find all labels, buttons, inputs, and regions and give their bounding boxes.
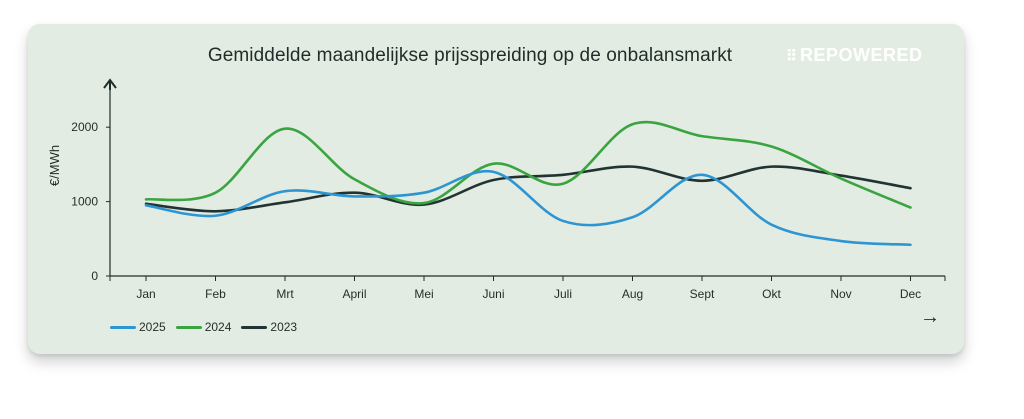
y-tick-label: 2000 [71, 120, 98, 134]
x-tick-label: Okt [762, 287, 781, 301]
y-axis-arrow-icon [103, 78, 117, 89]
legend-item-2023: 2023 [241, 320, 297, 334]
series-line-2023 [144, 165, 912, 213]
series-line-2024 [144, 120, 912, 209]
x-tick-label: Mei [414, 287, 433, 301]
x-tick-label: Dec [900, 287, 921, 301]
x-tick-label: Jan [136, 287, 155, 301]
legend-swatch [241, 325, 268, 329]
brand-logo: ⠿ REPOWERED [786, 45, 923, 66]
x-tick-label: Sept [690, 287, 715, 301]
x-tick-label: April [342, 287, 366, 301]
legend-swatch [175, 325, 202, 329]
next-arrow-button[interactable]: → [920, 306, 940, 328]
chart-card [28, 24, 964, 354]
x-tick-label: Nov [830, 287, 851, 301]
chart-title: Gemiddelde maandelijkse prijsspreiding o… [207, 45, 733, 66]
legend-item-2024: 2024 [175, 320, 232, 334]
series-line-2025 [144, 169, 912, 247]
legend-label: 2024 [204, 320, 232, 334]
chart-legend: 2025 2024 2023 [110, 320, 297, 334]
legend-item-2025: 2025 [110, 320, 166, 334]
x-tick-label: Aug [622, 287, 643, 301]
logo-grid-icon: ⠿ [786, 47, 797, 65]
legend-swatch [110, 325, 136, 329]
logo-text: REPOWERED [800, 45, 923, 65]
legend-label: 2023 [270, 320, 298, 334]
y-tick-label: 0 [91, 269, 98, 283]
x-tick-label: Feb [205, 287, 226, 301]
x-tick-label: Juli [554, 287, 572, 301]
y-tick-label: 1000 [71, 195, 98, 209]
legend-label: 2025 [139, 320, 166, 334]
x-tick-label: Mrt [276, 287, 294, 301]
x-tick-label: Juni [482, 287, 504, 301]
